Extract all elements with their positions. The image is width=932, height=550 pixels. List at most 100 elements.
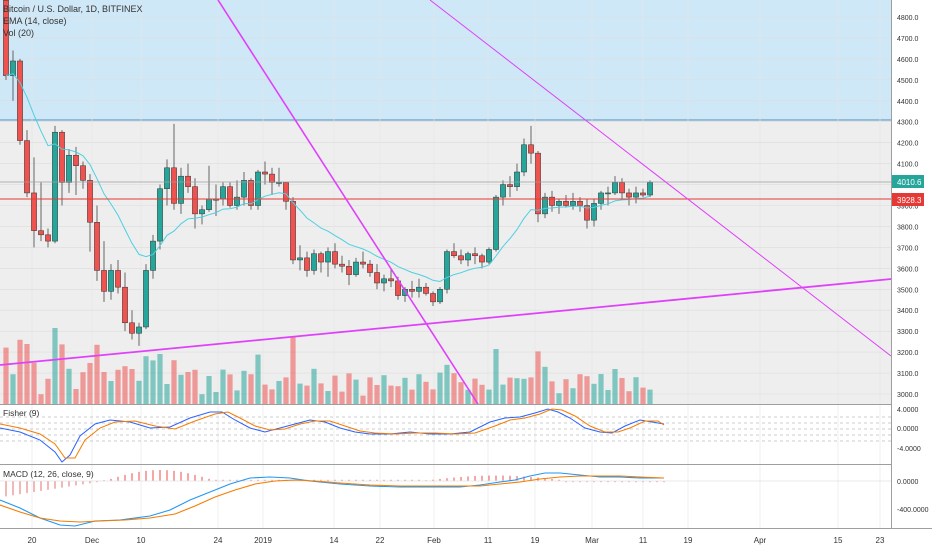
candle-body <box>591 203 597 221</box>
candle-body <box>24 140 30 194</box>
macd-histogram-bar <box>40 481 42 491</box>
candle-body <box>339 263 345 267</box>
candle-body <box>507 184 513 187</box>
volume-bar <box>591 383 597 404</box>
volume-bar <box>318 383 324 404</box>
volume-bar <box>402 377 408 404</box>
fisher-trigger-line <box>0 408 665 459</box>
candle-body <box>157 188 163 242</box>
candle-body <box>45 234 51 242</box>
macd-histogram-bar <box>68 481 70 487</box>
macd-histogram-bar <box>33 481 35 492</box>
macd-histogram-bar <box>418 479 420 481</box>
volume-bar <box>262 384 268 404</box>
ema-legend[interactable]: EMA (14, close) <box>3 16 67 26</box>
level-tag: 3928.3 <box>897 196 922 205</box>
macd-histogram-bar <box>558 479 560 481</box>
volume-bar <box>423 381 429 404</box>
volume-bar <box>73 389 79 404</box>
candle-body <box>353 261 359 275</box>
volume-bar <box>3 347 9 404</box>
macd-histogram-bar <box>103 480 105 481</box>
volume-bar <box>171 360 177 404</box>
candle-body <box>143 270 149 328</box>
candle-body <box>416 286 422 292</box>
candle-body <box>409 289 415 292</box>
price-tick-label: 3700.0 <box>897 245 919 252</box>
macd-pane-title: MACD (12, 26, close, 9) <box>3 469 94 479</box>
macd-histogram-bar <box>12 481 14 496</box>
macd-histogram-bar <box>166 470 168 481</box>
macd-histogram-bar <box>320 479 322 481</box>
macd-histogram-bar <box>600 481 602 483</box>
macd-histogram-bar <box>614 481 616 483</box>
candle-body <box>171 167 177 204</box>
volume-bar <box>500 384 506 404</box>
macd-histogram-bar <box>432 479 434 481</box>
macd-histogram <box>5 470 665 497</box>
price-tick-label: 3500.0 <box>897 287 919 294</box>
ema-line <box>5 73 651 283</box>
volume-bar <box>199 394 205 404</box>
candle-body <box>486 249 492 263</box>
macd-histogram-bar <box>82 481 84 485</box>
candle-body <box>514 171 520 187</box>
volume-bar <box>122 366 128 404</box>
volume-bar <box>10 374 16 404</box>
candle-body <box>73 154 79 166</box>
volume-bar <box>290 336 296 404</box>
macd-histogram-bar <box>75 481 77 486</box>
price-scale-background[interactable] <box>891 0 932 528</box>
candle-body <box>451 251 457 257</box>
candle-body <box>388 278 394 282</box>
volume-bar <box>276 381 282 404</box>
candle-body <box>325 251 331 263</box>
volume-legend[interactable]: Vol (20) <box>3 28 35 38</box>
time-axis-labels: 20 Dec 10 24 2019 14 22 Feb 11 19 Mar 11 19 Apr 15 23 <box>28 536 885 545</box>
trendline-ascending[interactable] <box>0 278 892 366</box>
macd-histogram-bar <box>544 478 546 481</box>
fisher-tick-bottom: -4.0000 <box>897 446 921 453</box>
price-tick-label: 3600.0 <box>897 266 919 273</box>
volume-bar <box>185 372 191 404</box>
macd-histogram-bar <box>474 476 476 481</box>
macd-histogram-bar <box>362 479 364 481</box>
macd-histogram-bar <box>579 481 581 483</box>
volume-bar <box>52 328 58 404</box>
candle-body <box>493 196 499 250</box>
volume-bar <box>66 368 72 404</box>
time-axis-label: Dec <box>85 536 99 545</box>
candle-body <box>556 201 562 206</box>
volume-bar <box>535 351 541 404</box>
candle-body <box>227 186 233 206</box>
price-tick-label: 3800.0 <box>897 224 919 231</box>
candle-body <box>332 251 338 265</box>
price-tick-label: 4600.0 <box>897 57 919 64</box>
macd-tick-zero: 0.0000 <box>897 479 919 486</box>
volume-bar <box>94 344 100 404</box>
candle-body <box>626 192 632 198</box>
candle-body <box>374 272 380 284</box>
macd-histogram-bar <box>523 476 525 481</box>
volume-bar <box>360 395 366 404</box>
last-price-tag: 4010.6 <box>897 178 922 187</box>
volume-bar <box>577 374 583 404</box>
last-price-tag-bg <box>892 175 924 188</box>
price-tick-label: 4200.0 <box>897 141 919 148</box>
candle-body <box>444 251 450 290</box>
time-axis-background[interactable] <box>0 529 932 550</box>
volume-bar <box>640 387 646 404</box>
candle-body <box>549 196 555 206</box>
candle-body <box>500 184 506 198</box>
price-tick-label: 4300.0 <box>897 120 919 127</box>
trendline-steep-descending[interactable] <box>217 0 479 405</box>
macd-histogram-bar <box>229 479 231 481</box>
price-tick-label: 3200.0 <box>897 350 919 357</box>
symbol-title[interactable]: Bitcoin / U.S. Dollar, 1D, BITFINEX <box>3 4 143 14</box>
candle-body <box>136 326 142 334</box>
candle-body <box>423 286 429 294</box>
volume-bar <box>136 380 142 404</box>
trendline-descending[interactable] <box>429 0 892 357</box>
